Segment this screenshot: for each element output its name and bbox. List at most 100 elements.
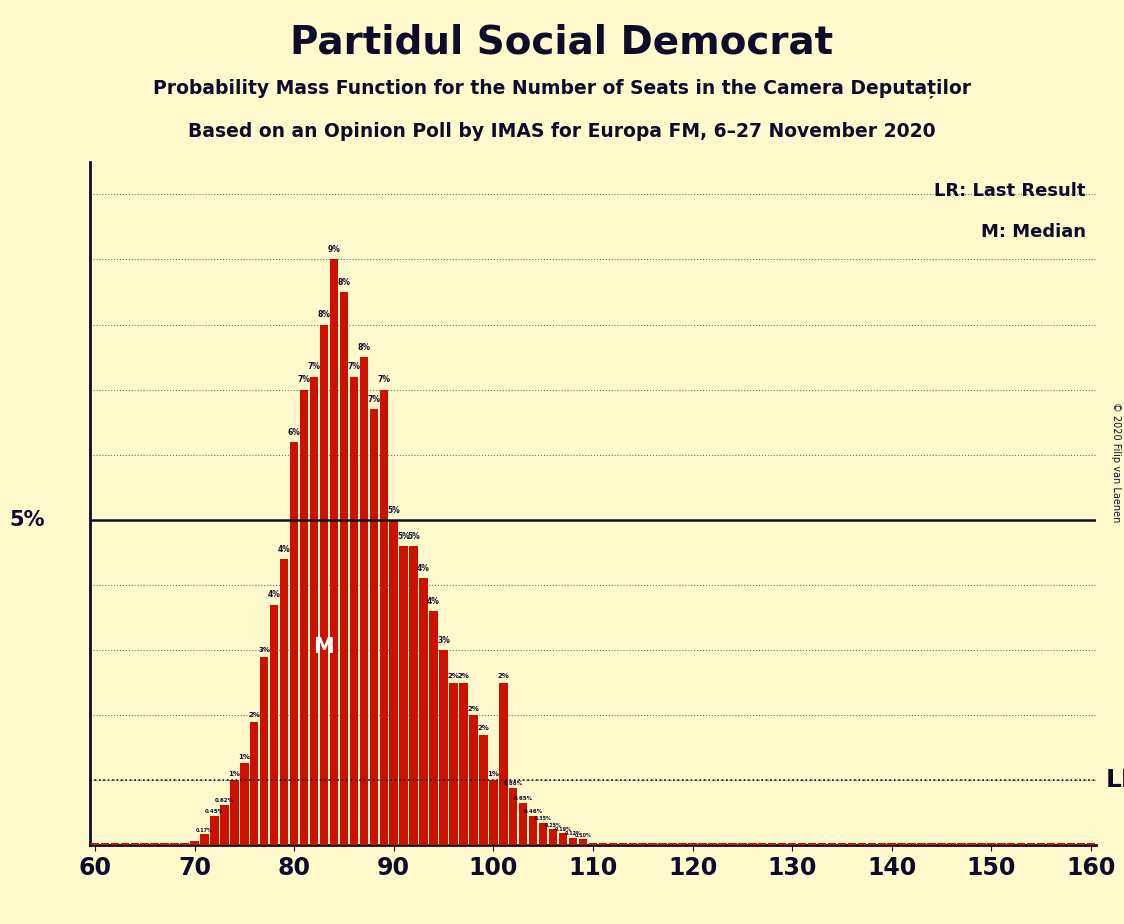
Bar — [260, 657, 269, 845]
Bar — [101, 843, 109, 845]
Bar — [749, 843, 756, 845]
Bar — [808, 843, 816, 845]
Bar — [360, 357, 368, 845]
Bar — [917, 843, 926, 845]
Bar — [599, 843, 607, 845]
Bar — [241, 763, 248, 845]
Bar — [529, 816, 537, 845]
Bar — [190, 841, 199, 845]
Bar — [628, 843, 637, 845]
Bar — [509, 788, 517, 845]
Text: 5%: 5% — [397, 531, 410, 541]
Text: 0.12%: 0.12% — [564, 832, 581, 836]
Bar — [858, 843, 867, 845]
Text: 2%: 2% — [497, 674, 509, 679]
Bar — [310, 377, 318, 845]
Bar — [569, 838, 578, 845]
Bar — [868, 843, 876, 845]
Text: 2%: 2% — [457, 674, 470, 679]
Bar — [958, 843, 966, 845]
Text: 7%: 7% — [378, 375, 390, 384]
Bar — [768, 843, 777, 845]
Bar — [280, 559, 289, 845]
Bar — [847, 843, 856, 845]
Text: 0.46%: 0.46% — [524, 808, 543, 813]
Text: 7%: 7% — [347, 362, 361, 371]
Bar — [738, 843, 746, 845]
Bar — [837, 843, 846, 845]
Text: 0.62%: 0.62% — [215, 798, 234, 803]
Text: 2%: 2% — [248, 712, 260, 719]
Bar — [439, 650, 447, 845]
Text: 1%: 1% — [228, 772, 241, 777]
Text: 7%: 7% — [368, 395, 380, 404]
Text: 3%: 3% — [259, 648, 270, 653]
Bar — [171, 843, 179, 845]
Bar — [937, 843, 945, 845]
Bar — [798, 843, 806, 845]
Bar — [659, 843, 667, 845]
Text: 5%: 5% — [407, 531, 420, 541]
Bar — [200, 834, 209, 845]
Bar — [649, 843, 656, 845]
Bar — [878, 843, 886, 845]
Bar — [827, 843, 836, 845]
Bar — [618, 843, 627, 845]
Text: 5%: 5% — [9, 510, 45, 529]
Bar — [718, 843, 726, 845]
Bar — [967, 843, 976, 845]
Bar — [130, 843, 139, 845]
Bar — [300, 390, 308, 845]
Bar — [450, 683, 457, 845]
Text: 1%: 1% — [488, 772, 499, 777]
Bar — [1007, 843, 1015, 845]
Text: © 2020 Filip van Laenen: © 2020 Filip van Laenen — [1112, 402, 1121, 522]
Bar — [788, 843, 796, 845]
Bar — [1057, 843, 1066, 845]
Text: 0.45%: 0.45% — [205, 809, 224, 814]
Bar — [758, 843, 767, 845]
Bar — [370, 409, 378, 845]
Bar — [140, 843, 149, 845]
Bar — [519, 803, 527, 845]
Bar — [549, 829, 558, 845]
Text: Partidul Social Democrat: Partidul Social Democrat — [290, 23, 834, 61]
Bar — [897, 843, 906, 845]
Bar — [948, 843, 955, 845]
Bar — [977, 843, 986, 845]
Bar — [460, 683, 468, 845]
Bar — [319, 324, 328, 845]
Text: 2%: 2% — [478, 725, 489, 732]
Bar — [1046, 843, 1055, 845]
Bar — [489, 781, 498, 845]
Text: 1%: 1% — [238, 754, 251, 760]
Bar — [907, 843, 916, 845]
Bar — [380, 390, 388, 845]
Bar — [290, 442, 298, 845]
Bar — [818, 843, 826, 845]
Bar — [1067, 843, 1076, 845]
Text: 0.25%: 0.25% — [545, 823, 562, 828]
Text: Probability Mass Function for the Number of Seats in the Camera Deputaților: Probability Mass Function for the Number… — [153, 79, 971, 98]
Bar — [270, 604, 279, 845]
Bar — [350, 377, 359, 845]
Bar — [230, 781, 238, 845]
Text: 0.88%: 0.88% — [504, 781, 523, 786]
Bar — [638, 843, 647, 845]
Bar — [608, 843, 617, 845]
Bar — [210, 816, 219, 845]
Text: 7%: 7% — [298, 375, 310, 384]
Text: 5%: 5% — [388, 505, 400, 515]
Text: 9%: 9% — [327, 245, 341, 254]
Text: LR: Last Result: LR: Last Result — [934, 182, 1086, 201]
Text: 4%: 4% — [417, 565, 430, 573]
Bar — [678, 843, 687, 845]
Text: 8%: 8% — [317, 310, 330, 320]
Bar — [479, 735, 488, 845]
Text: M: Median: M: Median — [981, 224, 1086, 241]
Bar — [698, 843, 707, 845]
Text: 0.19%: 0.19% — [554, 827, 571, 832]
Bar — [329, 260, 338, 845]
Bar — [688, 843, 697, 845]
Bar — [579, 839, 587, 845]
